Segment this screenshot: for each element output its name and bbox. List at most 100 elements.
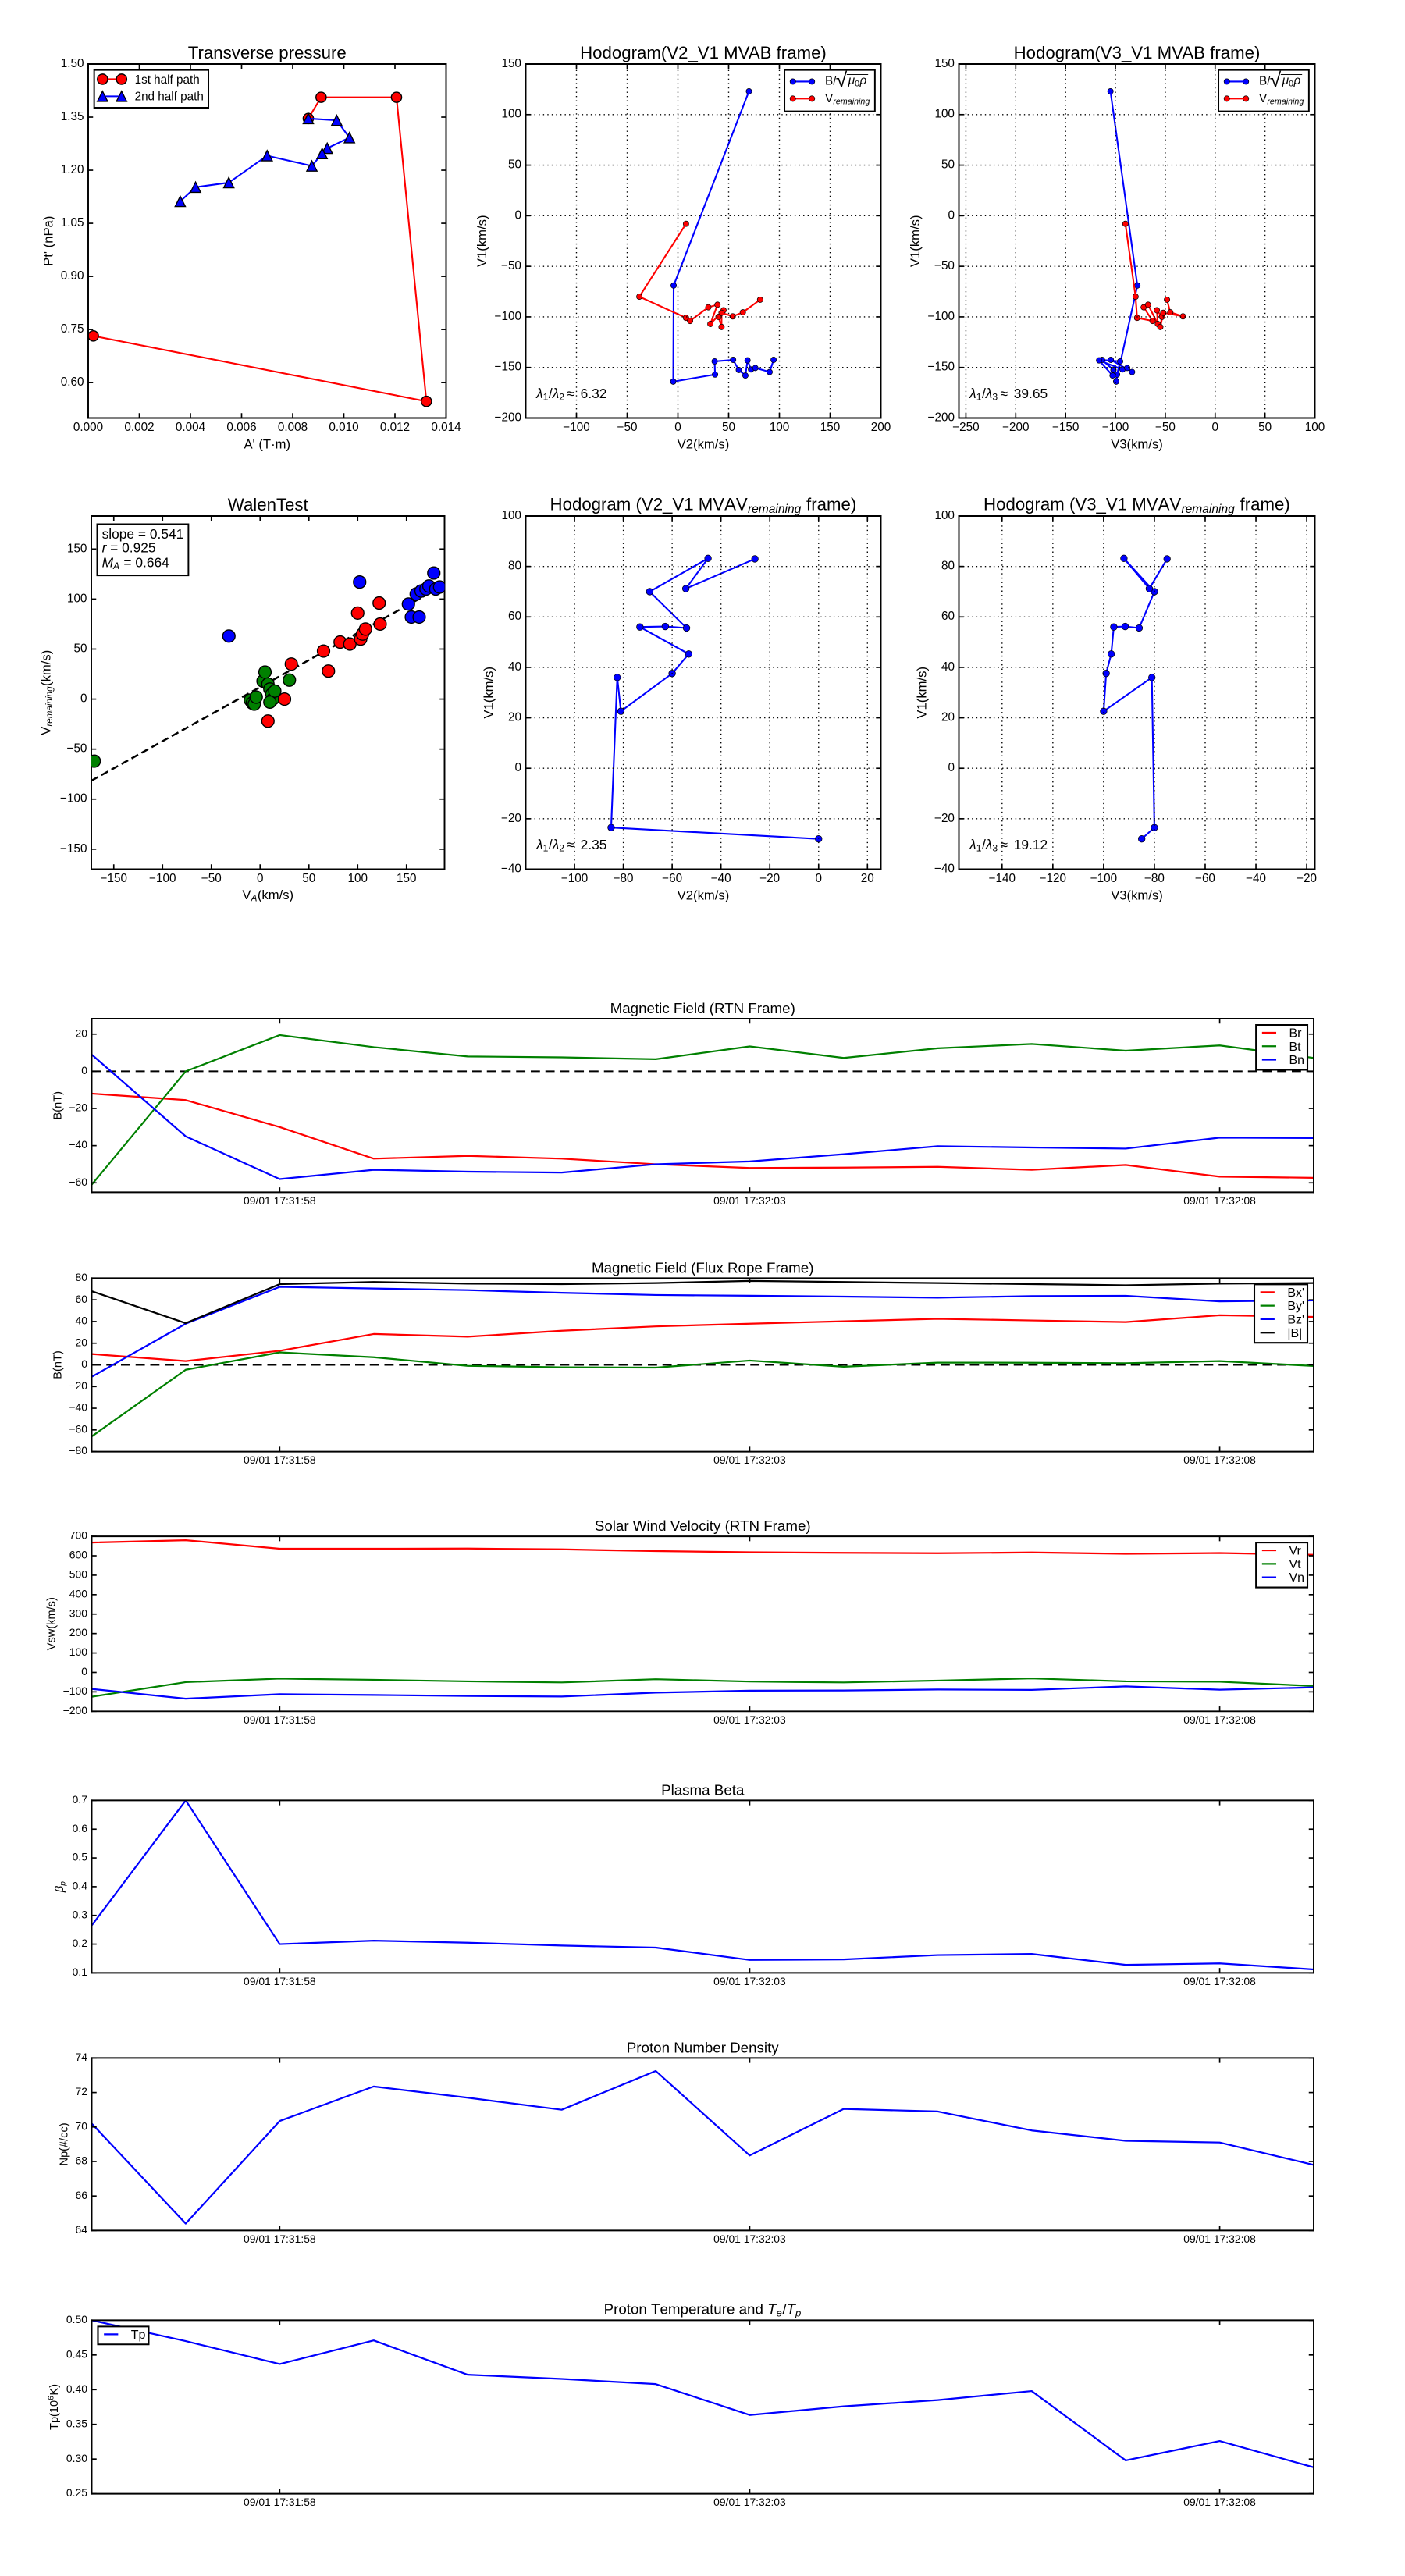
svg-text:−120: −120 — [1040, 872, 1066, 885]
svg-text:|B|: |B| — [1287, 1327, 1302, 1340]
svg-text:Bz': Bz' — [1287, 1314, 1304, 1327]
svg-text:B(nT): B(nT) — [52, 1350, 64, 1379]
svg-text:0.30: 0.30 — [66, 2452, 87, 2464]
svg-text:−150: −150 — [101, 872, 127, 885]
svg-text:50: 50 — [73, 642, 87, 655]
svg-text:700: 700 — [69, 1529, 87, 1542]
svg-text:V2(km/s): V2(km/s) — [678, 436, 730, 451]
svg-text:V ( k m: V ( k m / s ) A — [242, 884, 297, 904]
svg-text:λ λ 1 3: λ λ 1 3 / ≈ 1 9 . 1 2 — [969, 834, 1048, 856]
svg-text:−20: −20 — [501, 812, 521, 825]
svg-text:1st half path: 1st half path — [135, 73, 200, 87]
svg-text:100: 100 — [501, 108, 521, 121]
svg-text:λ λ 1 2: λ λ 1 2 / ≈ 2 . 3 5 — [535, 834, 606, 856]
svg-text:0.008: 0.008 — [278, 421, 308, 434]
svg-text:0.6: 0.6 — [73, 1822, 88, 1834]
svg-text:09/01 17:31:58: 09/01 17:31:58 — [244, 1453, 316, 1466]
svg-text:0.45: 0.45 — [66, 2347, 87, 2360]
svg-text:−20: −20 — [934, 812, 955, 825]
svg-text:V3(km/s): V3(km/s) — [1111, 888, 1163, 902]
svg-text:0.90: 0.90 — [61, 269, 84, 283]
svg-text:09/01 17:32:03: 09/01 17:32:03 — [713, 1713, 786, 1726]
svg-text:09/01 17:32:08: 09/01 17:32:08 — [1183, 1453, 1256, 1466]
svg-text:−140: −140 — [989, 872, 1016, 885]
svg-text:100: 100 — [67, 592, 87, 605]
svg-text:Bn: Bn — [1289, 1054, 1304, 1067]
svg-text:B / √ μ: B / √ μ ρ 0 — [825, 68, 871, 91]
svg-text:Magnetic Field (RTN Frame): Magnetic Field (RTN Frame) — [610, 1000, 795, 1016]
svg-text:09/01 17:32:08: 09/01 17:32:08 — [1183, 1975, 1256, 1987]
svg-text:−40: −40 — [934, 862, 955, 875]
svg-text:−40: −40 — [69, 1138, 87, 1151]
svg-text:−80: −80 — [69, 1444, 87, 1457]
svg-text:0: 0 — [80, 692, 87, 706]
svg-text:−150: −150 — [928, 361, 955, 374]
svg-text:0.4: 0.4 — [73, 1879, 88, 1891]
svg-text:0.002: 0.002 — [124, 421, 154, 434]
svg-text:λ λ 1 3: λ λ 1 3 / ≈ 3 9 . 6 5 — [969, 382, 1048, 404]
svg-text:80: 80 — [941, 560, 955, 573]
svg-text:Vsw(km/s): Vsw(km/s) — [46, 1597, 59, 1650]
svg-text:40: 40 — [508, 660, 521, 674]
svg-text:Vn: Vn — [1289, 1571, 1304, 1585]
svg-text:λ λ 1 2: λ λ 1 2 / ≈ 6 . 3 2 — [535, 382, 606, 404]
svg-text:500: 500 — [69, 1568, 87, 1581]
svg-text:66: 66 — [76, 2189, 88, 2201]
svg-text:40: 40 — [941, 660, 955, 674]
svg-text:150: 150 — [67, 542, 87, 555]
svg-text:−200: −200 — [495, 411, 521, 424]
svg-text:Plasma Beta: Plasma Beta — [661, 1781, 745, 1798]
svg-text:09/01 17:31:58: 09/01 17:31:58 — [244, 2233, 316, 2245]
svg-text:20: 20 — [76, 1026, 88, 1039]
svg-text:0: 0 — [257, 872, 264, 885]
svg-text:−60: −60 — [69, 1422, 87, 1435]
svg-text:64: 64 — [76, 2223, 88, 2236]
svg-text:V ( k m: V ( k m / s ) r e m a i n i n g — [35, 646, 57, 735]
svg-text:150: 150 — [501, 57, 521, 70]
svg-text:WalenTest: WalenTest — [228, 495, 309, 514]
svg-text:100: 100 — [69, 1646, 87, 1658]
svg-text:−100: −100 — [561, 872, 588, 885]
svg-text:V1(km/s): V1(km/s) — [908, 215, 923, 267]
svg-text:Np(#/cc): Np(#/cc) — [59, 2122, 71, 2165]
svg-text:−250: −250 — [952, 421, 979, 434]
svg-text:20: 20 — [941, 711, 955, 724]
svg-text:50: 50 — [508, 158, 521, 172]
svg-text:−150: −150 — [60, 842, 87, 856]
svg-text:09/01 17:32:03: 09/01 17:32:03 — [713, 2496, 786, 2508]
svg-text:200: 200 — [871, 421, 891, 434]
svg-text:20: 20 — [508, 711, 521, 724]
svg-text:0.1: 0.1 — [73, 1966, 88, 1978]
svg-text:−100: −100 — [495, 310, 521, 323]
svg-text:−100: −100 — [563, 421, 589, 434]
svg-text:−50: −50 — [201, 872, 222, 885]
svg-text:09/01 17:31:58: 09/01 17:31:58 — [244, 1194, 316, 1207]
svg-text:150: 150 — [820, 421, 840, 434]
svg-text:50: 50 — [1258, 421, 1272, 434]
svg-text:150: 150 — [397, 872, 416, 885]
svg-text:P r o t: P r o t o n T e m p e r a t u r e a n d … — [604, 2298, 802, 2320]
svg-text:−50: −50 — [501, 259, 521, 272]
svg-text:0: 0 — [81, 1357, 87, 1370]
svg-text:200: 200 — [69, 1626, 87, 1638]
svg-text:09/01 17:31:58: 09/01 17:31:58 — [244, 2496, 316, 2508]
svg-text:T p ( 1: T p ( 1 0 K ) 6 — [42, 2379, 62, 2429]
svg-text:09/01 17:32:03: 09/01 17:32:03 — [713, 1453, 786, 1466]
svg-text:Bt: Bt — [1289, 1041, 1301, 1054]
svg-text:−20: −20 — [759, 872, 780, 885]
svg-text:0: 0 — [1212, 421, 1219, 434]
svg-text:0.3: 0.3 — [73, 1908, 88, 1920]
svg-text:09/01 17:32:03: 09/01 17:32:03 — [713, 1194, 786, 1207]
svg-text:300: 300 — [69, 1606, 87, 1619]
svg-text:100: 100 — [770, 421, 789, 434]
svg-text:80: 80 — [508, 560, 521, 573]
svg-text:1.20: 1.20 — [61, 163, 84, 176]
svg-text:0: 0 — [674, 421, 681, 434]
svg-text:0.25: 0.25 — [66, 2486, 87, 2499]
svg-text:−40: −40 — [69, 1401, 87, 1414]
svg-text:09/01 17:31:58: 09/01 17:31:58 — [244, 1975, 316, 1987]
svg-text:09/01 17:32:03: 09/01 17:32:03 — [713, 1975, 786, 1987]
svg-text:50: 50 — [722, 421, 735, 434]
svg-text:40: 40 — [76, 1315, 88, 1327]
svg-text:0: 0 — [816, 872, 823, 885]
